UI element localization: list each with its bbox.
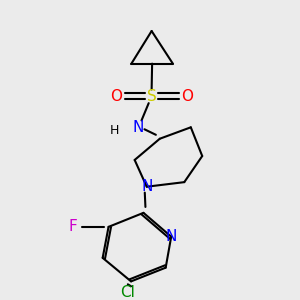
- Text: O: O: [110, 89, 122, 104]
- Text: S: S: [147, 89, 157, 104]
- Text: F: F: [69, 219, 78, 234]
- Text: O: O: [182, 89, 194, 104]
- Text: Cl: Cl: [120, 285, 135, 300]
- Text: H: H: [110, 124, 119, 137]
- Text: N: N: [166, 229, 177, 244]
- Text: N: N: [133, 120, 144, 135]
- Text: N: N: [141, 179, 152, 194]
